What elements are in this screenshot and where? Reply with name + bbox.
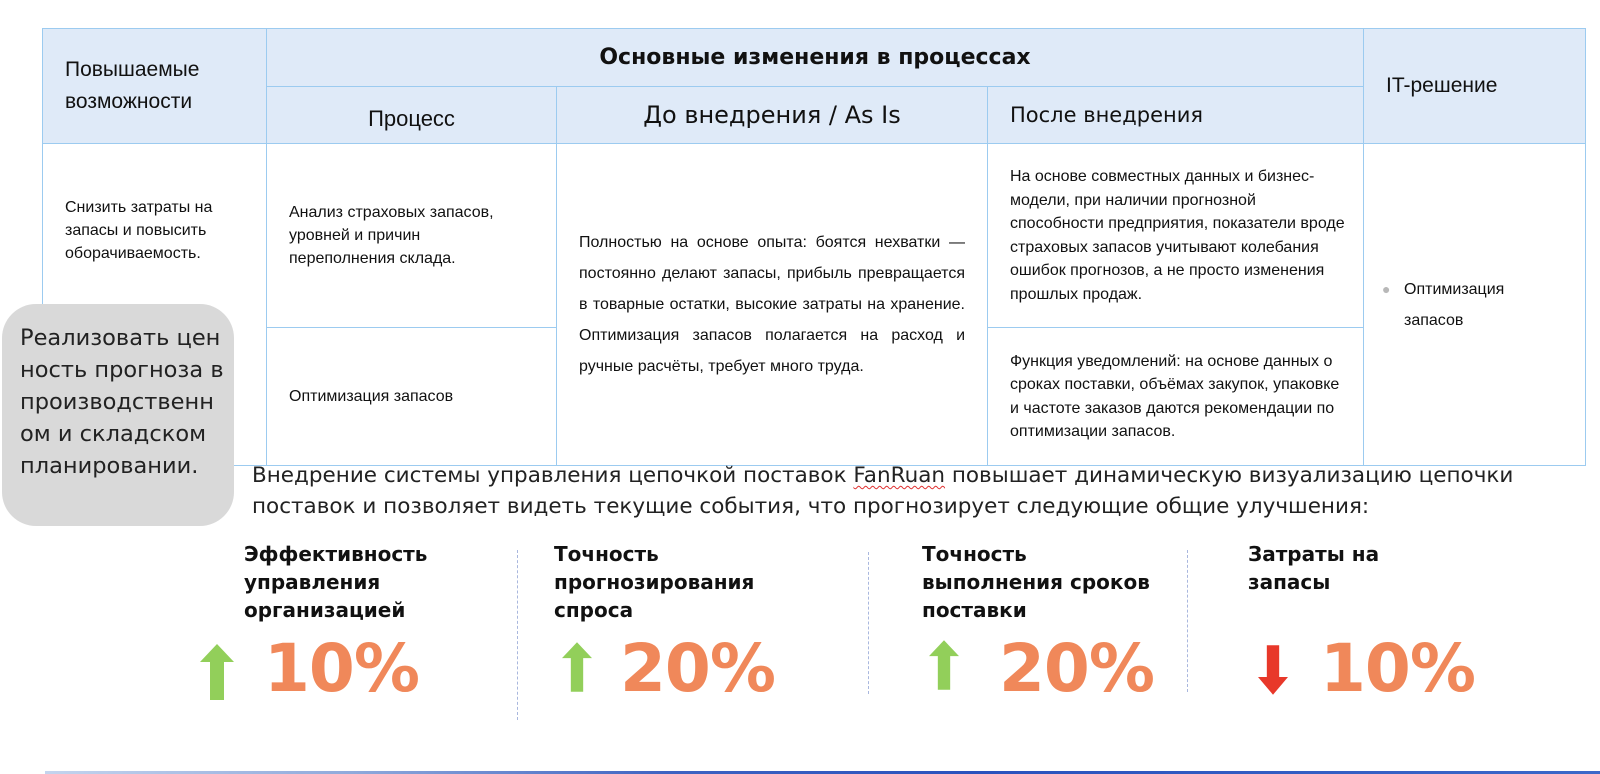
cell-after-2: Функция уведомлений: на основе данных о … — [987, 327, 1364, 466]
header-capabilities: Повышаемые возможности — [42, 28, 267, 144]
up-arrow-icon — [200, 644, 234, 700]
kpi-title: Эффективность управления организацией — [244, 542, 428, 622]
kpi-management-efficiency: Эффективность управления организацией — [244, 540, 454, 624]
header-after: После внедрения — [987, 86, 1364, 144]
header-process-label: Процесс — [368, 106, 455, 131]
cell-after-1: На основе совместных данных и бизнес-мод… — [987, 143, 1364, 328]
kpi-divider — [517, 550, 518, 720]
kpi-title: Точность выполнения сроков поставки — [922, 542, 1150, 622]
cell-process-2: Оптимизация запасов — [266, 327, 557, 466]
header-before: До внедрения / As Is — [556, 86, 988, 144]
before-text: Полностью на основе опыта: боятся нехват… — [579, 234, 965, 375]
kpi-divider — [1187, 550, 1188, 692]
kpi-title: Затраты на запасы — [1248, 542, 1380, 594]
intro-text-start: Внедрение системы управления цепочкой по… — [252, 463, 854, 488]
kpi-inventory-costs: Затраты на запасы — [1248, 540, 1408, 596]
kpi-delivery-accuracy: Точность выполнения сроков поставки — [922, 540, 1162, 624]
kpi-value: 20% — [999, 630, 1155, 707]
footer-gradient-bar — [45, 771, 1600, 774]
header-main-changes: Основные изменения в процессах — [266, 28, 1364, 87]
intro-paragraph: Внедрение системы управления цепочкой по… — [252, 460, 1582, 522]
kpi-value: 20% — [620, 630, 776, 707]
header-after-label: После внедрения — [1010, 103, 1204, 127]
up-arrow-icon — [929, 640, 959, 690]
after-text-1: На основе совместных данных и бизнес-мод… — [1010, 168, 1345, 303]
intro-text-end: повышает динамическую визуализацию цепоч… — [252, 463, 1514, 519]
header-it-solution: IT-решение — [1363, 28, 1586, 144]
kpi-value: 10% — [1320, 630, 1476, 707]
cell-process-1: Анализ страховых запасов, уровней и прич… — [266, 143, 557, 328]
process-text-1: Анализ страховых запасов, уровней и прич… — [289, 204, 494, 267]
after-text-2: Функция уведомлений: на основе данных о … — [1010, 352, 1340, 441]
callout-text: Реализовать ценность прогноза в производ… — [20, 325, 224, 479]
header-main-changes-label: Основные изменения в процессах — [599, 45, 1031, 70]
it-solution-text: Оптимизация запасов — [1404, 280, 1505, 329]
cell-it-solution: ● Оптимизация запасов — [1363, 143, 1586, 466]
header-before-label: До внедрения / As Is — [643, 101, 901, 129]
cell-before: Полностью на основе опыта: боятся нехват… — [556, 143, 988, 466]
kpi-value: 10% — [264, 630, 420, 707]
it-solution-list: ● Оптимизация запасов — [1382, 274, 1524, 336]
process-changes-table: Повышаемые возможности Основные изменени… — [42, 28, 1586, 466]
header-process: Процесс — [266, 86, 557, 144]
brand-name: FanRuan — [853, 463, 946, 488]
down-arrow-icon — [1258, 645, 1288, 695]
it-solution-item: ● Оптимизация запасов — [1382, 274, 1524, 336]
callout-bubble: Реализовать ценность прогноза в производ… — [2, 304, 234, 526]
kpi-demand-forecast-accuracy: Точность прогнозирования спроса — [554, 540, 794, 624]
process-text-2: Оптимизация запасов — [289, 387, 454, 405]
capability-text: Снизить затраты на запасы и повысить обо… — [65, 199, 213, 262]
bullet-icon: ● — [1382, 280, 1391, 297]
kpi-divider — [868, 552, 869, 694]
kpi-title: Точность прогнозирования спроса — [554, 542, 755, 622]
header-it-solution-label: IT-решение — [1386, 74, 1498, 97]
header-capabilities-label: Повышаемые возможности — [65, 58, 200, 113]
up-arrow-icon — [562, 642, 592, 692]
